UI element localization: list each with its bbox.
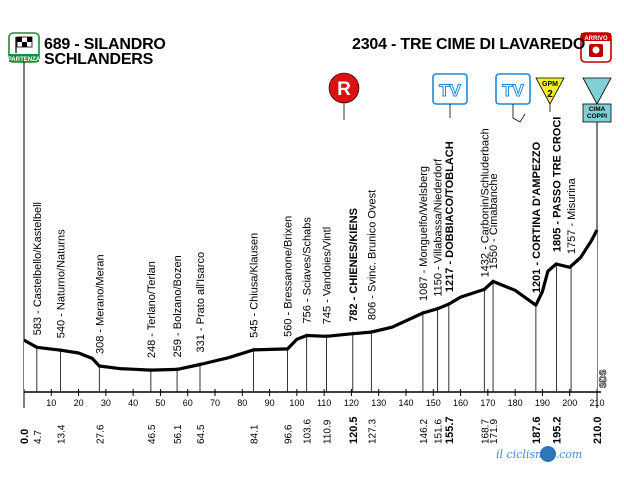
axis-tick-label: 140 — [398, 398, 413, 408]
km-label: 210.0 — [592, 416, 604, 444]
gpm-label: GPM — [542, 81, 558, 88]
km-label: 168.7 — [480, 419, 491, 444]
axis-tick-label: 70 — [210, 398, 220, 408]
watermark-text: il ciclismo .com — [496, 448, 582, 461]
waypoint-label: 545 - Chiusa/Klausen — [248, 233, 260, 338]
km-label: 103.6 — [303, 419, 314, 444]
waypoint-label: 1805 - PASSO TRE CROCI — [552, 117, 564, 253]
elevation-profile — [23, 229, 599, 392]
axis-tick-label: 80 — [237, 398, 247, 408]
waypoint-label: 1757 - Misurina — [566, 177, 578, 254]
waypoint-label: 745 - Vandoies/Vintl — [322, 227, 334, 324]
km-label: 84.1 — [249, 424, 260, 444]
waypoint-label: 259 - Bolzano/Bozen — [172, 255, 184, 357]
axis-tick-label: 50 — [155, 398, 165, 408]
partenza-badge-label: PARTENZA — [8, 57, 41, 63]
waypoint-label: 1201 - CORTINA D'AMPEZZO — [531, 141, 543, 293]
waypoint-label: 331 - Prato all'Isarco — [195, 252, 207, 353]
km-label: 56.1 — [173, 424, 184, 444]
arrivo-badge-label: ARRIVO — [584, 36, 608, 42]
tv-marker-label: TV — [439, 81, 461, 100]
sds-label: SDS — [598, 369, 608, 388]
tv-marker-finish: TV — [495, 73, 531, 123]
waypoint-label: 1087 - Monguelfo/Welsberg — [418, 166, 430, 301]
km-label: 0.0 — [19, 429, 31, 444]
gpm-marker: GPM 2 — [535, 77, 565, 112]
axis-tick-label: 100 — [289, 398, 304, 408]
km-label: 64.5 — [196, 424, 207, 444]
waypoint-label: 308 - Merano/Meran — [94, 254, 106, 354]
axis-tick-label: 110 — [317, 398, 331, 408]
partenza-badge: PARTENZA — [8, 32, 41, 63]
waypoint-label: 540 - Naturno/Naturns — [56, 229, 68, 338]
checkered-flag-icon — [15, 36, 33, 53]
finish-location-label: 2304 - TRE CIME DI LAVAREDO — [352, 36, 586, 53]
waypoint-label: 1432 - Carbonin/Schluderbach — [479, 128, 491, 277]
watermark: il ciclismo .com — [496, 446, 582, 462]
axis-tick-label: 20 — [74, 398, 84, 408]
axis-tick-label: 160 — [453, 398, 468, 408]
waypoint-label: 1217 - DOBBIACO/TOBLACH — [444, 141, 456, 292]
axis-tick-label: 90 — [265, 398, 275, 408]
axis-tick-label: 170 — [480, 398, 495, 408]
tv-marker-label: TV — [502, 81, 524, 100]
km-label: 187.6 — [531, 416, 543, 444]
watermark-ball-icon — [540, 446, 556, 462]
axis-tick-label: 40 — [128, 398, 138, 408]
km-label: 195.2 — [552, 416, 564, 444]
axis-tick-label: 30 — [101, 398, 111, 408]
waypoint-label: 782 - CHIENES/KIENS — [348, 208, 360, 322]
km-label: 127.3 — [367, 419, 378, 444]
axis-tick-label: 210 — [589, 398, 604, 408]
km-label: 96.6 — [284, 424, 295, 444]
profile-area — [24, 230, 597, 392]
waypoint-label: 248 - Terlano/Terlan — [146, 261, 158, 358]
km-axis: 10 20 30 40 50 60 70 80 90 100 110 120 130 140 150 160 1… — [23, 389, 605, 408]
waypoint-label: 1150 - Villabassa/Niederdorf — [433, 158, 445, 297]
km-label: 13.4 — [57, 424, 68, 444]
cima-coppi-label: CIMA COPPI — [587, 106, 607, 120]
profile-line — [23, 229, 599, 372]
axis-tick-label: 130 — [371, 398, 386, 408]
feed-zone-marker: R — [328, 72, 360, 120]
feed-zone-label: R — [337, 79, 351, 100]
axis-tick-label: 60 — [183, 398, 193, 408]
km-label: 27.6 — [95, 424, 106, 444]
waypoint-label: 756 - Sciaves/Schabs — [302, 217, 314, 324]
km-label: 46.5 — [147, 424, 158, 444]
km-label: 120.5 — [348, 416, 360, 444]
axis-tick-label: 190 — [535, 398, 550, 408]
tv-marker-dobbiaco: TV — [432, 73, 468, 118]
axis-tick-label: 10 — [46, 398, 56, 408]
axis-tick-label: 120 — [344, 398, 359, 408]
km-label: 155.7 — [444, 416, 456, 444]
waypoint-label: 806 - Svinc. Brunico Ovest — [366, 190, 378, 320]
waypoint-label: 560 - Bressanone/Brixen — [283, 216, 295, 337]
waypoint-label: 583 - Castelbello/Kastelbell — [32, 202, 44, 335]
waypoint-label: 1550 - Cimabanche — [488, 173, 500, 269]
km-label: 171.9 — [489, 419, 500, 444]
axis-tick-label: 150 — [426, 398, 441, 408]
gpm-category: 2 — [547, 89, 553, 100]
axis-tick-label: 200 — [562, 398, 577, 408]
waypoint-labels: 583 - Castelbello/Kastelbell 540 - Naturn… — [32, 117, 578, 392]
axis-tick-label: 180 — [508, 398, 523, 408]
km-label: 151.6 — [434, 419, 445, 444]
km-labels: 0.0 4.7 13.4 27.6 46.5 56.1 64.5 84.1 96.6 103.6 1… — [19, 416, 604, 444]
km-label: 4.7 — [33, 430, 44, 444]
arrivo-badge: ARRIVO — [580, 32, 612, 63]
km-label: 146.2 — [419, 419, 430, 444]
finish-flag-icon — [589, 44, 603, 57]
km-label: 110.9 — [323, 419, 334, 444]
start-location-label: 689 - SILANDRO SCHLANDERS — [44, 36, 166, 68]
